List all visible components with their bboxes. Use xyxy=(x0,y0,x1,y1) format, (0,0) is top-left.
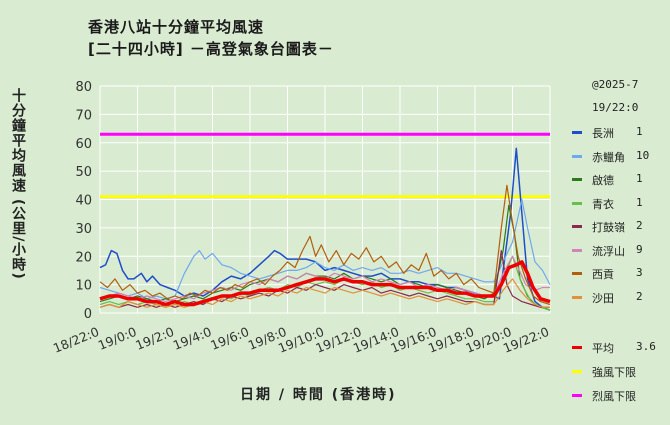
y-tick-label: 70 xyxy=(75,108,92,123)
y-tick-label: 30 xyxy=(75,222,92,237)
legend-latest-value: 3 xyxy=(636,266,643,279)
y-tick-label: 80 xyxy=(75,80,92,95)
y-tick-label: 50 xyxy=(75,165,92,180)
legend-swatch xyxy=(572,201,582,205)
y-tick-label: 40 xyxy=(75,194,92,209)
legend-swatch xyxy=(572,346,582,349)
legend-swatch xyxy=(572,131,582,134)
legend-label: 平均 xyxy=(592,342,614,355)
y-tick-label: 60 xyxy=(75,137,92,152)
series-line xyxy=(99,260,551,307)
legend-latest-value: 9 xyxy=(636,242,643,256)
legend-latest-value: 2 xyxy=(636,289,643,303)
legend-label: 啟德 xyxy=(592,174,614,187)
legend-label: 流浮山 xyxy=(592,244,625,258)
legend-latest-value: 10 xyxy=(636,148,650,162)
legend-label: 西貢 xyxy=(592,268,614,281)
legend-latest-value: 1 xyxy=(636,195,643,209)
threshold-lines xyxy=(100,132,550,199)
grid-lines xyxy=(99,85,551,314)
legend-swatch xyxy=(572,248,582,252)
legend-swatch xyxy=(572,178,582,181)
series-line xyxy=(99,184,551,306)
legend-swatch xyxy=(572,295,582,299)
legend-latest-value: 1 xyxy=(636,125,643,138)
chart-title-line1: 香港八站十分鐘平均風速 xyxy=(88,18,265,36)
x-tick-label: 18/22:0 xyxy=(51,324,101,356)
series-line xyxy=(99,198,551,300)
chart-title-line2: [二十四小時] －高登氣象台圖表－ xyxy=(88,40,334,58)
y-axis-ticks: 0 10 20 30 40 50 60 70 80 xyxy=(75,80,92,322)
legend-label: 青衣 xyxy=(592,197,614,211)
y-tick-label: 20 xyxy=(75,250,92,265)
timestamp-time: 19/22:0 xyxy=(592,101,639,114)
legend-swatch xyxy=(572,394,582,397)
legend-label: 打鼓嶺 xyxy=(592,221,625,234)
legend-latest-value: 3.6 xyxy=(636,340,656,353)
y-tick-label: 0 xyxy=(84,307,92,322)
legend-label: 赤鱲角 xyxy=(592,150,625,164)
x-axis-label: 日期 / 時間 (香港時) xyxy=(240,387,397,403)
legend-latest-value: 1 xyxy=(636,172,643,185)
legend-label: 長洲 xyxy=(592,127,614,140)
legend-latest-value: 2 xyxy=(636,219,643,232)
legend-label: 強風下限 xyxy=(592,366,636,379)
y-axis-label: 十分鐘平均風速 (公里/小時) xyxy=(10,88,26,280)
x-axis-ticks: 18/22:019/0:019/2:019/4:019/6:019/8:019/… xyxy=(51,324,551,356)
legend-swatch xyxy=(572,272,582,275)
timestamp-date: @2025-7 xyxy=(592,78,639,91)
legend-label: 烈風下限 xyxy=(592,390,636,403)
series-lines xyxy=(99,147,551,311)
legend-swatch xyxy=(572,225,582,228)
series-line xyxy=(99,278,550,308)
legend-swatch xyxy=(572,154,582,158)
legend-swatch xyxy=(572,370,582,373)
y-tick-label: 10 xyxy=(75,279,92,294)
legend-label: 沙田 xyxy=(592,291,614,305)
